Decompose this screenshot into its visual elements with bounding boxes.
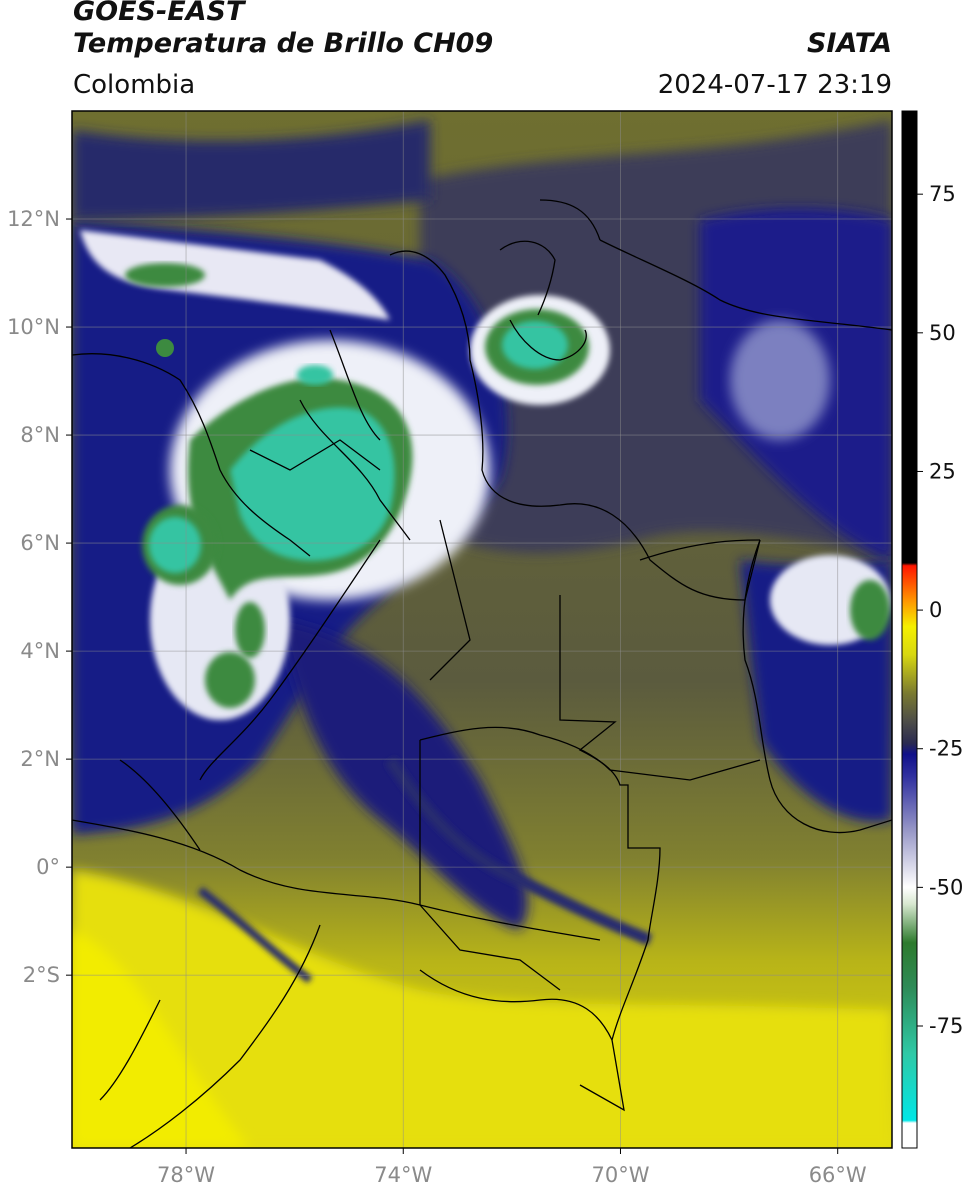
lat-tick-label: 8°N — [20, 423, 60, 447]
colorbar: 75 50 25 0 -25 -50 -75 — [901, 110, 963, 1149]
lon-tick-label: 78°W — [157, 1163, 215, 1187]
brand-label: SIATA — [806, 28, 892, 59]
lat-tick-label: 12°N — [7, 207, 60, 231]
lon-tick-label: 74°W — [374, 1163, 432, 1187]
lat-tick-label: 4°N — [20, 639, 60, 663]
colorbar-ticks: 75 50 25 0 -25 -50 -75 — [917, 182, 963, 1038]
map-frame — [71, 110, 893, 1149]
lon-tick-label: 66°W — [809, 1163, 867, 1187]
colorbar-tick-label: -75 — [929, 1014, 963, 1038]
colorbar-tick-label: 25 — [929, 459, 956, 483]
satellite-title: GOES-EAST — [73, 0, 245, 27]
colorbar-ramp — [901, 110, 918, 1149]
colorbar-tick-label: -25 — [929, 737, 963, 761]
country-borders — [72, 199, 892, 1148]
colorbar-tick-label: 50 — [929, 321, 956, 345]
lon-tick-label: 70°W — [591, 1163, 649, 1187]
lat-tick-label: 2°S — [23, 963, 60, 987]
latitude-axis: 12°N 10°N 8°N 6°N 4°N 2°N 0° 2°S — [7, 207, 72, 987]
colorbar-tick-label: -50 — [929, 875, 963, 899]
timestamp-label: 2024-07-17 23:19 — [657, 70, 892, 100]
lat-tick-label: 6°N — [20, 531, 60, 555]
longitude-axis: 78°W 74°W 70°W 66°W — [157, 1148, 867, 1187]
satellite-imagery — [72, 111, 892, 1148]
lat-tick-label: 2°N — [20, 747, 60, 771]
colorbar-tick-label: 0 — [929, 598, 942, 622]
region-label: Colombia — [73, 70, 196, 100]
colorbar-tick-label: 75 — [929, 182, 956, 206]
lat-tick-label: 0° — [36, 855, 60, 879]
lat-tick-label: 10°N — [7, 315, 60, 339]
product-title: Temperatura de Brillo CH09 — [73, 28, 494, 59]
